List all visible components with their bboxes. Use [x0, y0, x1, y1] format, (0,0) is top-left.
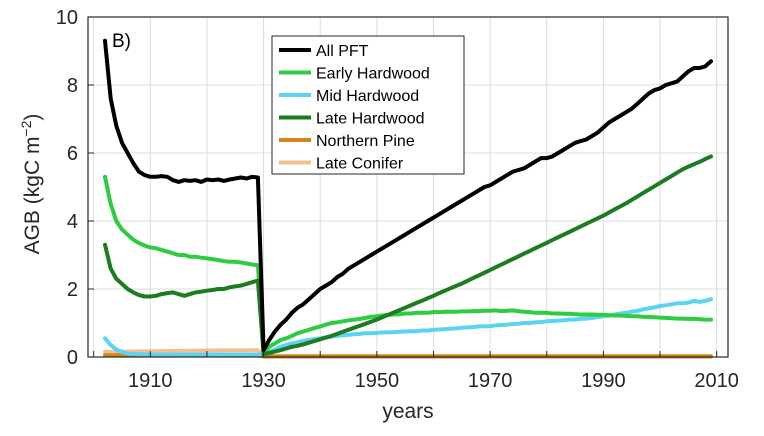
- series-layer: [103, 38, 713, 359]
- y-axis-label: AGB (kgC m−2): [18, 114, 44, 255]
- y-tick-label: 8: [67, 75, 78, 97]
- x-tick-label: 1970: [468, 370, 513, 392]
- legend-label-early-hardwood: Early Hardwood: [316, 66, 430, 83]
- y-tick-label: 6: [67, 143, 78, 165]
- panel-label: B): [112, 31, 131, 52]
- ticks: 0 2 4 6 8 10 1910 1930 1950 1970 1990 2010: [56, 7, 739, 392]
- x-tick-label: 1910: [128, 370, 173, 392]
- legend-label-late-hardwood: Late Hardwood: [316, 111, 425, 128]
- x-axis-label: years: [382, 400, 433, 423]
- x-tick-label: 2010: [694, 370, 739, 392]
- legend: All PFT Early Hardwood Mid Hardwood Late Ha…: [271, 35, 465, 175]
- plot-frame: [87, 16, 729, 358]
- series-line-mid-hardwood: [103, 297, 713, 358]
- y-axis-label-main: AGB (kgC m: [21, 137, 44, 255]
- legend-label-northern-pine: Northern Pine: [316, 133, 415, 150]
- series-line-all-pft: [103, 38, 713, 353]
- y-tick-label: 2: [67, 279, 78, 301]
- x-tick-label: 1930: [241, 370, 286, 392]
- y-axis-label-close: ): [21, 114, 44, 121]
- x-tick-label: 1990: [581, 370, 626, 392]
- series-line-early-hardwood: [103, 174, 713, 354]
- y-tick-label: 10: [56, 7, 78, 29]
- y-axis-label-exponent: −2: [18, 120, 34, 136]
- legend-label-all-pft: All PFT: [316, 43, 369, 60]
- x-tick-label: 1950: [355, 370, 400, 392]
- y-tick-label: 0: [67, 347, 78, 369]
- y-tick-label: 4: [67, 211, 78, 233]
- legend-label-late-conifer: Late Conifer: [316, 156, 404, 173]
- legend-label-mid-hardwood: Mid Hardwood: [316, 88, 419, 105]
- legend-box: [271, 35, 465, 175]
- series-line-late-hardwood: [103, 154, 713, 357]
